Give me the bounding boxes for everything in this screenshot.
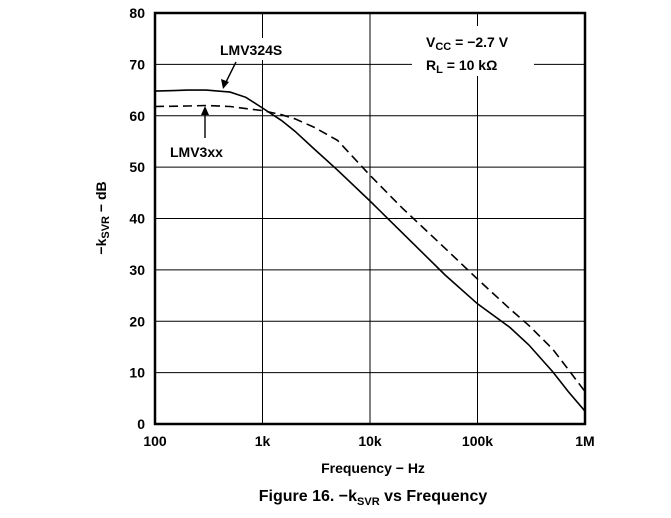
x-tick-label: 100 — [143, 433, 167, 449]
y-axis-label: −kSVR − dB — [93, 181, 112, 254]
x-tick-label: 10k — [358, 433, 382, 449]
x-axis-label: Frequency − Hz — [321, 460, 425, 476]
condition-vcc: VCC = −2.7 V — [426, 34, 509, 53]
annotation-arrowhead — [201, 106, 209, 115]
x-tick-label: 100k — [462, 433, 493, 449]
y-tick-label: 70 — [129, 56, 145, 72]
y-tick-label: 20 — [129, 313, 145, 329]
condition-rl: RL = 10 kΩ — [426, 57, 497, 76]
series-label-lmv324s: LMV324S — [220, 42, 282, 58]
x-tick-label: 1k — [255, 433, 271, 449]
y-tick-label: 60 — [129, 108, 145, 124]
label-backdrop — [166, 140, 252, 162]
annotations: LMV324S LMV3xx — [166, 38, 306, 162]
conditions-box — [412, 26, 534, 76]
series-line-lmv324s — [154, 89, 586, 412]
x-tick-labels: 100 1k 10k 100k 1M — [143, 433, 594, 449]
y-tick-label: 50 — [129, 159, 145, 175]
plot-frame — [153, 11, 587, 426]
y-tick-label: 40 — [129, 211, 145, 227]
series-lines — [154, 89, 586, 412]
y-tick-labels: 0 10 20 30 40 50 60 70 80 — [129, 5, 145, 432]
y-tick-label: 10 — [129, 365, 145, 381]
annotation-arrow-line — [225, 61, 237, 83]
y-tick-label: 80 — [129, 5, 145, 21]
series-line-lmv3xx — [154, 104, 586, 393]
series-label-lmv3xx: LMV3xx — [170, 144, 223, 160]
x-tick-label: 1M — [575, 433, 594, 449]
figure-caption: Figure 16. −kSVR vs Frequency — [259, 488, 488, 508]
y-tick-label: 30 — [129, 262, 145, 278]
annotation-arrowhead — [221, 79, 229, 89]
y-tick-label: 0 — [137, 416, 145, 432]
label-backdrop — [214, 38, 306, 60]
plot-border — [153, 11, 587, 426]
